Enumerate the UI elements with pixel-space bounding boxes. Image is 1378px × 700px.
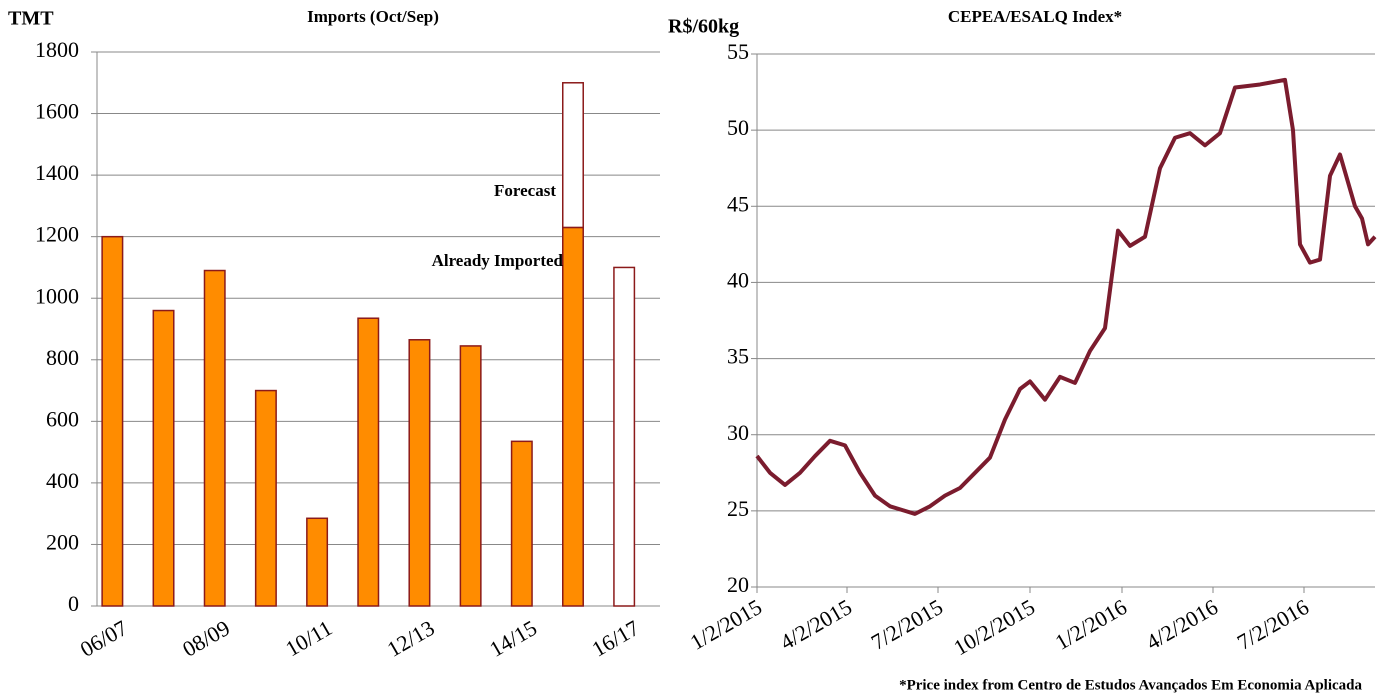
bar [408,339,431,607]
bar [101,235,124,607]
y-tick-label: 40 [727,267,749,292]
bar [152,309,175,607]
legend-label: Already Imported [432,251,564,270]
x-tick-label: 08/09 [178,615,234,662]
y-tick-label: 1800 [35,37,79,62]
y-tick-label: 800 [46,345,79,370]
y-tick-label: 20 [727,572,749,597]
x-tick-label: 1/2/2015 [686,594,766,655]
x-tick-label: 4/2/2016 [1142,594,1222,655]
y-tick-label: 35 [727,344,749,369]
y-tick-label: 400 [46,468,79,493]
bar [459,345,482,607]
line [755,77,1377,516]
x-tick-label: 16/17 [588,615,644,662]
y-tick-label: 0 [68,591,79,616]
legend-label: Forecast [494,181,556,200]
chart-title: Imports (Oct/Sep) [307,7,439,26]
bar [613,266,636,607]
x-tick-label: 06/07 [76,615,132,662]
bar [203,269,226,607]
y-tick-label: 1600 [35,99,79,124]
footnote: *Price index from Centro de Estudos Avan… [899,677,1362,693]
x-tick-label: 12/13 [383,615,439,662]
bar [357,317,380,607]
x-tick-label: 7/2/2015 [867,594,947,655]
y-tick-label: 1200 [35,222,79,247]
x-tick-label: 1/2/2016 [1051,594,1131,655]
y-tick-label: 55 [727,39,749,64]
x-tick-label: 14/15 [485,615,541,662]
y-axis-label: TMT [8,8,54,30]
bar [510,440,533,607]
y-tick-label: 45 [727,191,749,216]
y-tick-label: 30 [727,420,749,445]
x-tick-label: 10/2/2015 [949,594,1039,660]
y-tick-label: 600 [46,406,79,431]
bar [306,517,329,607]
y-tick-label: 1000 [35,283,79,308]
x-tick-label: 4/2/2015 [776,594,856,655]
bar [562,82,584,229]
y-tick-label: 200 [46,529,79,554]
bar [254,389,277,607]
x-tick-label: 7/2/2016 [1233,594,1313,655]
bar [562,226,584,607]
x-tick-label: 10/11 [281,615,336,661]
y-axis-label: R$/60kg [668,16,739,38]
chart-title: CEPEA/ESALQ Index* [948,7,1122,26]
y-tick-label: 50 [727,115,749,140]
y-tick-label: 25 [727,496,749,521]
y-tick-label: 1400 [35,160,79,185]
